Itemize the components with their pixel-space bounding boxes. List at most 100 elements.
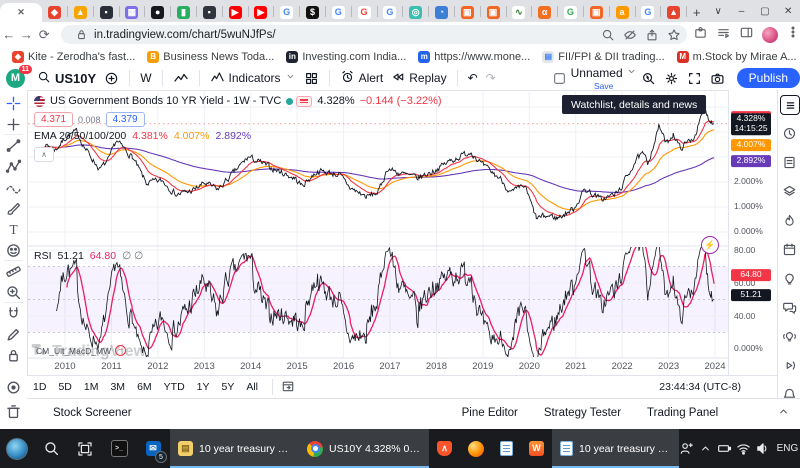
indicators-button[interactable]: Indicators — [206, 69, 300, 87]
redo-button[interactable]: ↷ — [485, 71, 496, 85]
browser-tab[interactable]: ▦ — [119, 3, 144, 22]
watchlist-sidebar-icon[interactable] — [780, 95, 800, 115]
objecttree-sidebar-icon[interactable] — [780, 182, 798, 200]
panel-tab-strategy-tester[interactable]: Strategy Tester — [543, 407, 622, 419]
ideas-sidebar-icon[interactable] — [780, 269, 798, 287]
rsi-legend[interactable]: RSI 51.21 64.80 ∅ ∅ — [34, 250, 144, 262]
smiley-tool[interactable] — [4, 241, 23, 260]
trendline-tool[interactable] — [4, 136, 23, 155]
chat-sidebar-icon[interactable] — [780, 298, 798, 316]
cmd-taskbar-button[interactable]: >_ — [102, 429, 136, 468]
browser-tab[interactable]: G — [274, 3, 299, 22]
taskbar-app-doc[interactable]: 10 year treasury yiel... — [552, 429, 679, 468]
range-button-6m[interactable]: 6M — [137, 381, 152, 393]
ruler-tool[interactable] — [4, 262, 23, 281]
magnet-tool[interactable] — [4, 304, 23, 323]
panel-tab-trading-panel[interactable]: Trading Panel — [647, 407, 719, 419]
lock-tool[interactable] — [4, 346, 23, 365]
browser-tab[interactable]: ◔ — [429, 3, 454, 22]
browser-tab[interactable]: ◎ — [403, 3, 428, 22]
crosshair-tool[interactable] — [4, 94, 23, 113]
go-to-date-icon[interactable] — [281, 379, 295, 396]
side-panel-icon[interactable] — [739, 25, 754, 45]
zoomin-tool[interactable] — [4, 283, 23, 302]
price-chart[interactable] — [28, 90, 728, 360]
bookmark-item[interactable]: ◆ Kite - Zerodha's fast... — [12, 50, 135, 63]
browser-tab[interactable]: ▣ — [584, 3, 609, 22]
taskbar-app[interactable]: W — [521, 429, 552, 468]
symbol-search-button[interactable]: US10Y — [33, 70, 100, 87]
tray-expand-icon[interactable] — [698, 440, 713, 458]
quick-action-lightning-icon[interactable]: ⚡ — [701, 236, 719, 254]
clock[interactable]: 23:44:34 (UTC-8) — [659, 381, 741, 393]
panel-tab-stock-screener[interactable]: Stock Screener — [53, 407, 132, 419]
bookmark-item[interactable]: in Investing.com India... — [286, 50, 406, 63]
eye-off-icon[interactable] — [623, 28, 637, 42]
browser-tab[interactable]: ▪ — [197, 3, 222, 22]
bookmark-item[interactable]: ▤ FII/FPI & DII trading... — [542, 50, 665, 63]
browser-tab[interactable]: ▲ — [68, 3, 93, 22]
ema-legend[interactable]: EMA 20/50/100/200 4.381% 4.007% 2.892% — [34, 130, 252, 142]
browser-tab[interactable]: ▶ — [223, 3, 248, 22]
browser-tab[interactable]: ∿ — [506, 3, 531, 22]
language-indicator[interactable]: ENG — [776, 443, 799, 454]
undo-button[interactable]: ↶ — [467, 71, 478, 85]
browser-tab[interactable]: ▣ — [481, 3, 506, 22]
zoom-icon[interactable] — [601, 28, 615, 42]
omnibox[interactable]: in.tradingview.com/chart/5wuNJfPs/ — [61, 25, 688, 44]
range-button-1d[interactable]: 1D — [33, 381, 47, 393]
range-button-5y[interactable]: 5Y — [221, 381, 235, 393]
search-taskbar-button[interactable] — [34, 429, 68, 468]
menu-dots-icon[interactable] — [786, 25, 800, 44]
browser-tab[interactable]: α — [532, 3, 557, 22]
window-minimize-button[interactable]: – — [738, 5, 745, 17]
browser-tab[interactable]: ◆ — [42, 3, 67, 22]
ask-box[interactable]: 4.379 — [105, 112, 145, 127]
new-tab-button[interactable]: + — [692, 5, 701, 20]
fullscreen-icon[interactable] — [683, 71, 706, 86]
range-button-3m[interactable]: 3M — [110, 381, 126, 393]
legend-title[interactable]: US Government Bonds 10 YR Yield - 1W - T… — [50, 95, 282, 107]
bookmark-item[interactable]: m https://www.mone... — [418, 50, 530, 63]
playlist-icon[interactable] — [716, 25, 731, 45]
browser-tab[interactable]: $ — [300, 3, 325, 22]
fib-tool[interactable] — [4, 157, 23, 176]
text-tool[interactable]: T — [4, 220, 23, 239]
window-close-button[interactable]: ✕ — [783, 5, 793, 17]
taskview-taskbar-button[interactable] — [68, 429, 102, 468]
back-button[interactable]: ← — [2, 27, 16, 42]
brush-tool[interactable] — [4, 199, 23, 218]
bookmark-item[interactable]: B Business News Toda... — [147, 50, 274, 63]
chart-style-icon[interactable] — [169, 70, 193, 86]
dotcircle-tool[interactable] — [4, 378, 23, 397]
bid-box[interactable]: 4.371 — [34, 112, 74, 127]
tab-search-button[interactable]: ∨ — [714, 5, 722, 17]
window-maximize-button[interactable]: ▢ — [760, 5, 770, 17]
browser-tab[interactable]: G — [558, 3, 583, 22]
pattern-tool[interactable] — [4, 178, 23, 197]
people-icon[interactable] — [679, 440, 694, 458]
range-button-all[interactable]: All — [246, 381, 259, 393]
hotlists-sidebar-icon[interactable] — [780, 211, 798, 229]
battery-icon[interactable] — [717, 440, 732, 458]
alerts-sidebar-icon[interactable] — [780, 124, 798, 142]
start-taskbar-button[interactable] — [0, 429, 34, 468]
hidden-indicator-label[interactable]: CM_Ult_MacD_MW − — [36, 345, 127, 356]
range-button-ytd[interactable]: YTD — [163, 381, 185, 393]
pencil-tool[interactable] — [4, 325, 23, 344]
layout-name-button[interactable]: Unnamed Save — [571, 65, 637, 91]
browser-tab[interactable]: G — [326, 3, 351, 22]
quick-search-icon[interactable] — [637, 71, 660, 86]
privideas-sidebar-icon[interactable] — [780, 327, 798, 345]
panel-expand-icon[interactable] — [777, 405, 790, 421]
reload-button[interactable]: ⟳ — [38, 26, 50, 42]
alert-button[interactable]: Alert — [336, 69, 388, 87]
browser-tab-active[interactable]: ✕ — [0, 3, 42, 22]
browser-tab[interactable]: ▲ — [661, 3, 686, 22]
settings-gear-icon[interactable] — [660, 71, 683, 86]
notes-sidebar-icon[interactable] — [780, 153, 798, 171]
bookmark-star-icon[interactable] — [667, 28, 681, 42]
range-button-1y[interactable]: 1Y — [196, 381, 210, 393]
url-text[interactable]: in.tradingview.com/chart/5wuNJfPs/ — [94, 28, 276, 41]
